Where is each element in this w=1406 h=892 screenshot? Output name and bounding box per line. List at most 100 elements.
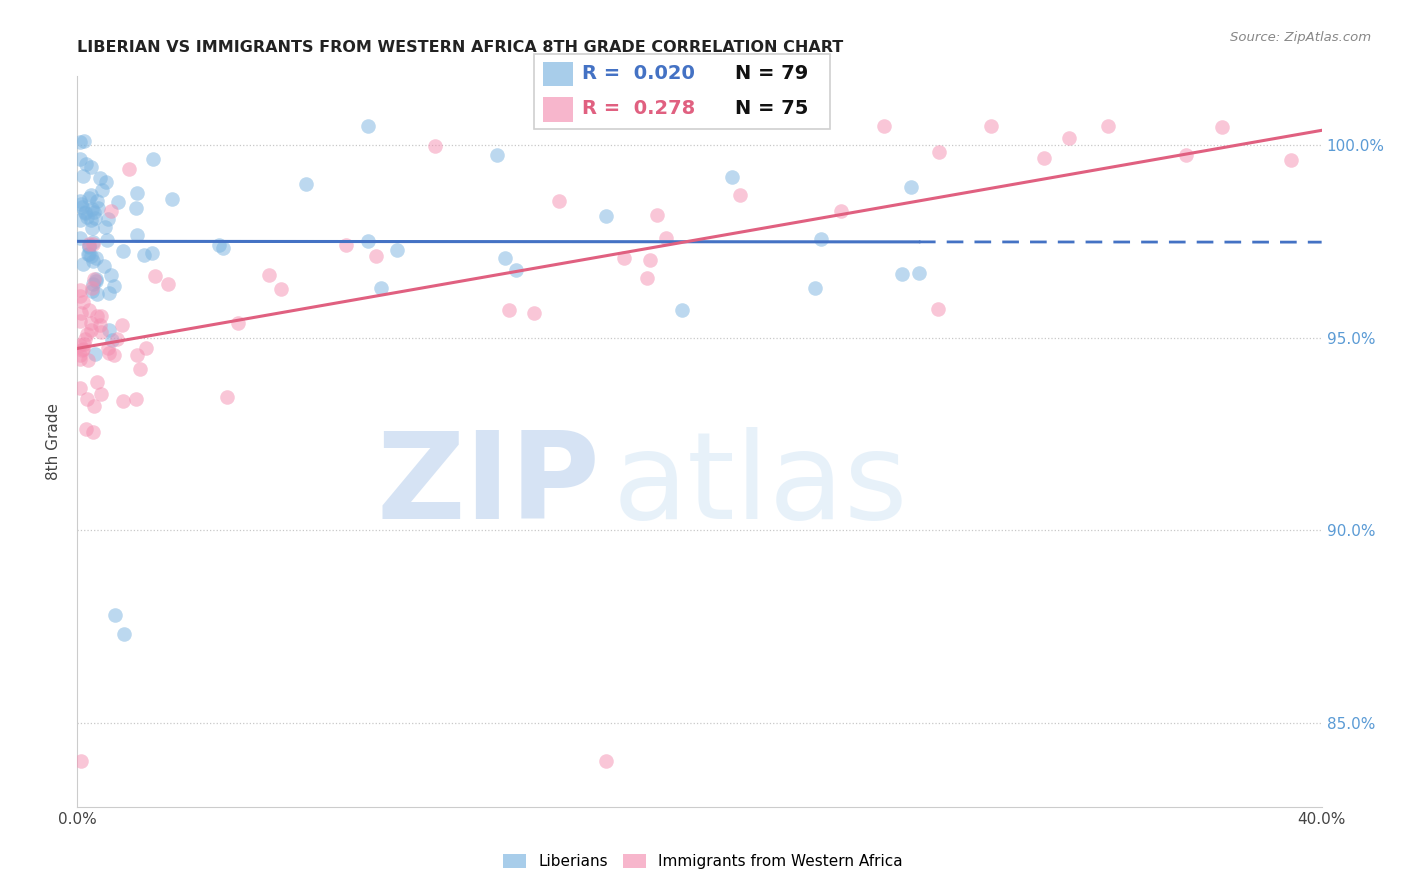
Point xyxy=(77,302,100,317)
Point xyxy=(84,272,107,286)
Point xyxy=(69,381,91,395)
Point xyxy=(86,194,108,208)
Point xyxy=(82,221,104,235)
Point xyxy=(72,257,94,271)
Point xyxy=(75,205,97,219)
Point xyxy=(90,325,112,339)
Point xyxy=(76,210,98,224)
Point xyxy=(804,281,827,295)
Point xyxy=(101,334,124,348)
Point xyxy=(364,249,387,263)
Point xyxy=(927,301,949,316)
Point xyxy=(107,194,129,209)
Point xyxy=(76,392,98,406)
Point xyxy=(595,754,617,768)
Point xyxy=(162,192,184,206)
Point xyxy=(82,235,104,249)
Point xyxy=(111,393,134,408)
Point xyxy=(494,251,516,265)
Point xyxy=(82,253,104,268)
Bar xyxy=(543,97,572,122)
Point xyxy=(207,237,229,252)
Point xyxy=(80,284,103,298)
Point xyxy=(69,338,91,352)
Point xyxy=(127,228,149,243)
Text: N = 79: N = 79 xyxy=(735,64,808,83)
Point xyxy=(728,188,751,202)
Point xyxy=(125,186,148,200)
Point xyxy=(335,238,357,252)
Point xyxy=(75,422,97,436)
Point xyxy=(69,314,91,328)
Point xyxy=(79,249,101,263)
Point xyxy=(117,161,139,176)
Point xyxy=(69,152,91,166)
Point xyxy=(83,205,105,219)
Point xyxy=(72,294,94,309)
Point xyxy=(91,183,114,197)
Point xyxy=(89,171,111,186)
Point xyxy=(125,392,148,406)
Point xyxy=(385,243,408,257)
Point xyxy=(80,160,103,174)
Point xyxy=(73,134,96,148)
Y-axis label: 8th Grade: 8th Grade xyxy=(46,403,62,480)
Point xyxy=(900,180,922,194)
Point xyxy=(84,274,107,288)
Point xyxy=(89,318,111,333)
Point xyxy=(79,187,101,202)
Point xyxy=(810,232,832,246)
Point xyxy=(357,234,380,248)
Point xyxy=(69,213,91,227)
Point xyxy=(80,212,103,227)
Text: R =  0.020: R = 0.020 xyxy=(582,64,695,83)
Text: LIBERIAN VS IMMIGRANTS FROM WESTERN AFRICA 8TH GRADE CORRELATION CHART: LIBERIAN VS IMMIGRANTS FROM WESTERN AFRI… xyxy=(77,40,844,55)
Point xyxy=(86,309,108,323)
Point xyxy=(498,303,520,318)
Point xyxy=(80,323,103,337)
Point xyxy=(72,200,94,214)
Point xyxy=(423,138,446,153)
Point xyxy=(100,204,122,219)
Text: atlas: atlas xyxy=(613,427,908,544)
Point xyxy=(69,351,91,366)
Point xyxy=(128,362,150,376)
Point xyxy=(720,170,742,185)
Point xyxy=(103,279,125,293)
Point xyxy=(655,230,678,244)
Point xyxy=(97,211,120,226)
Point xyxy=(97,342,120,356)
Point xyxy=(671,302,693,317)
Point xyxy=(1279,153,1302,168)
Point xyxy=(103,348,125,362)
Point xyxy=(83,272,105,286)
Text: R =  0.278: R = 0.278 xyxy=(582,99,695,118)
Point xyxy=(645,208,668,222)
Point xyxy=(77,236,100,251)
Point xyxy=(93,259,115,273)
Point xyxy=(76,327,98,342)
Point xyxy=(638,253,661,268)
Point xyxy=(928,145,950,160)
Point xyxy=(132,248,155,262)
Point xyxy=(70,306,93,320)
Point xyxy=(1174,148,1197,162)
Point xyxy=(112,627,135,641)
Point xyxy=(75,156,97,170)
Point xyxy=(486,147,509,161)
Legend: Liberians, Immigrants from Western Africa: Liberians, Immigrants from Western Afric… xyxy=(496,848,910,875)
Point xyxy=(891,267,914,281)
Point xyxy=(980,119,1002,133)
Point xyxy=(873,119,896,133)
Point xyxy=(77,239,100,253)
Point xyxy=(127,348,149,362)
Point xyxy=(84,251,107,265)
Text: Source: ZipAtlas.com: Source: ZipAtlas.com xyxy=(1230,31,1371,45)
Point xyxy=(259,268,281,282)
Point xyxy=(70,196,93,211)
Point xyxy=(226,316,249,330)
Point xyxy=(830,203,852,218)
Point xyxy=(523,306,546,320)
Point xyxy=(69,135,91,149)
Point xyxy=(98,323,121,337)
